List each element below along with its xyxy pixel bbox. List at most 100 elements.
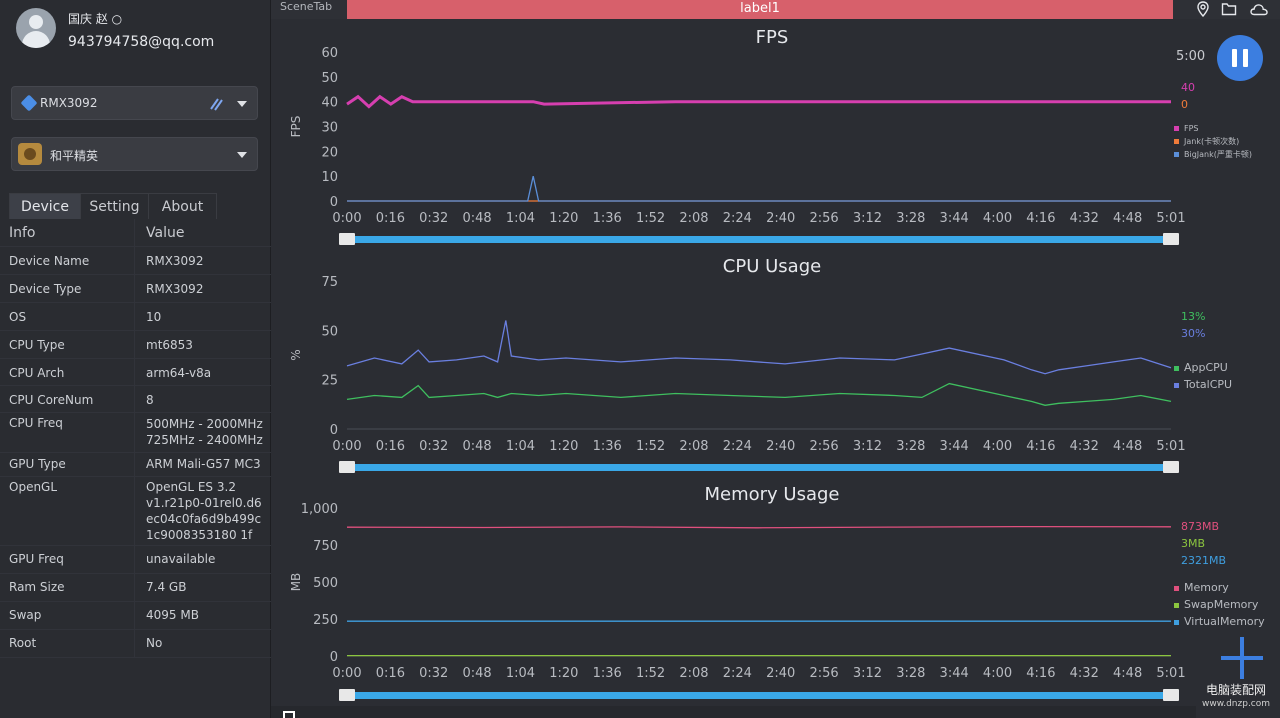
x-tick-label: 4:32 — [1070, 211, 1099, 226]
header-info: Info — [9, 225, 36, 241]
x-tick-label: 2:24 — [723, 439, 752, 454]
legend-entry: BigJank(严重卡顿) — [1184, 149, 1252, 159]
x-tick-label: 1:36 — [593, 439, 622, 454]
x-tick-label: 2:24 — [723, 211, 752, 226]
row-value: 8 — [146, 393, 154, 407]
row-key: OS — [9, 310, 27, 324]
x-tick-label: 3:28 — [896, 211, 925, 226]
x-tick-label: 3:44 — [940, 666, 969, 681]
current-value: 3MB — [1181, 537, 1205, 550]
slider-handle-left[interactable] — [339, 689, 355, 701]
legend-swatch — [1174, 126, 1179, 131]
x-tick-label: 0:16 — [376, 439, 405, 454]
scene-tab-label[interactable]: SceneTab — [280, 0, 333, 13]
x-tick-label: 0:48 — [463, 666, 492, 681]
series-line-FPS — [346, 94, 1171, 109]
x-tick-label: 4:48 — [1113, 211, 1142, 226]
legend-swatch — [1174, 152, 1179, 157]
watermark-title: 电脑装配网 — [1205, 683, 1266, 697]
row-key: Swap — [9, 608, 42, 622]
user-name: 国庆 赵 ○ — [68, 12, 123, 26]
legend-swatch — [1174, 139, 1179, 144]
device-info-table: Info Value Device Name RMX3092 Device Ty… — [0, 219, 271, 658]
row-value: 500MHz - 2000MHz 725MHz - 2400MHz — [146, 417, 263, 447]
current-value: 0 — [1181, 98, 1188, 111]
tab-about[interactable]: About — [148, 193, 217, 219]
x-tick-label: 0:00 — [332, 439, 361, 454]
watermark: 电脑装配网 www.dnzp.com — [1196, 683, 1276, 711]
y-tick-label: 0 — [330, 423, 338, 438]
avatar[interactable] — [16, 8, 56, 48]
recording-timer: 5:00 — [1176, 49, 1206, 64]
row-key: CPU Type — [9, 338, 65, 352]
legend-swatch — [1174, 620, 1179, 625]
row-value: No — [146, 636, 163, 650]
x-tick-label: 3:28 — [896, 439, 925, 454]
y-tick-label: 50 — [321, 71, 338, 86]
row-key: Device Name — [9, 254, 90, 268]
current-value: 30% — [1181, 327, 1205, 340]
x-tick-label: 1:36 — [593, 666, 622, 681]
device-select-value: RMX3092 — [40, 96, 98, 110]
y-tick-label: 0 — [330, 195, 338, 210]
time-range-slider — [347, 464, 1171, 471]
fps-chart-title: FPS — [755, 27, 789, 48]
scene-label-bar[interactable]: label1 — [347, 0, 1173, 19]
charts-canvas: 0 10 20 30 40 50 60 FPS 0:00 0:16 0:32 0:48 1:04 1:20… — [289, 46, 1265, 701]
user-email: 943794758@qq.com — [68, 34, 215, 50]
row-key: Root — [9, 636, 37, 650]
user-profile: 国庆 赵 ○ 943794758@qq.com — [0, 0, 271, 70]
slider-handle-right[interactable] — [1163, 689, 1179, 701]
pause-icon — [1232, 49, 1237, 67]
android-icon — [20, 94, 38, 112]
x-tick-label: 1:20 — [549, 439, 578, 454]
app-select[interactable]: 和平精英 — [11, 137, 258, 171]
row-value: 7.4 GB — [146, 580, 187, 594]
time-range-slider — [347, 692, 1171, 699]
add-button[interactable] — [1221, 637, 1263, 679]
x-tick-label: 1:20 — [549, 666, 578, 681]
chevron-down-icon — [237, 152, 247, 158]
x-tick-label: 0:00 — [332, 666, 361, 681]
cloud-icon[interactable] — [1249, 1, 1269, 17]
x-tick-label: 1:04 — [506, 439, 535, 454]
x-tick-label: 3:12 — [853, 211, 882, 226]
x-tick-label: 1:52 — [636, 666, 665, 681]
legend-entry: SwapMemory — [1184, 598, 1259, 611]
device-select[interactable]: RMX3092 — [11, 86, 258, 120]
slider-handle-left[interactable] — [339, 461, 355, 473]
x-tick-label: 5:01 — [1156, 439, 1185, 454]
pause-button[interactable] — [1217, 35, 1263, 81]
location-pin-icon[interactable] — [1195, 1, 1211, 17]
tab-device[interactable]: Device — [9, 193, 81, 219]
header-value: Value — [146, 225, 185, 241]
x-tick-label: 1:04 — [506, 211, 535, 226]
x-tick-label: 4:48 — [1113, 666, 1142, 681]
x-tick-label: 2:40 — [766, 666, 795, 681]
x-tick-label: 1:52 — [636, 439, 665, 454]
table-row: GPU Type ARM Mali-G57 MC3 — [0, 453, 271, 477]
slider-handle-left[interactable] — [339, 233, 355, 245]
series-line-AppCPU — [346, 382, 1172, 406]
bottom-checkbox[interactable] — [283, 711, 295, 718]
time-range-slider — [347, 236, 1171, 243]
series-line-TotalCPU — [346, 320, 1172, 375]
x-tick-label: 4:00 — [983, 666, 1012, 681]
slider-handle-right[interactable] — [1163, 233, 1179, 245]
slider-handle-right[interactable] — [1163, 461, 1179, 473]
y-tick-label: 20 — [321, 145, 338, 160]
x-tick-label: 0:48 — [463, 439, 492, 454]
x-tick-label: 0:32 — [419, 211, 448, 226]
x-tick-label: 3:44 — [940, 211, 969, 226]
tab-setting[interactable]: Setting — [80, 193, 149, 219]
row-key: GPU Type — [9, 457, 66, 471]
folder-icon[interactable] — [1221, 1, 1237, 17]
row-value: 10 — [146, 310, 162, 324]
cpu-chart-title: CPU Usage — [722, 256, 822, 277]
wireless-connection-icon[interactable] — [209, 96, 225, 112]
table-row: Root No — [0, 630, 271, 658]
row-key: Device Type — [9, 282, 82, 296]
x-tick-label: 2:56 — [809, 211, 838, 226]
x-tick-label: 2:24 — [723, 666, 752, 681]
row-key: CPU CoreNum — [9, 393, 94, 407]
